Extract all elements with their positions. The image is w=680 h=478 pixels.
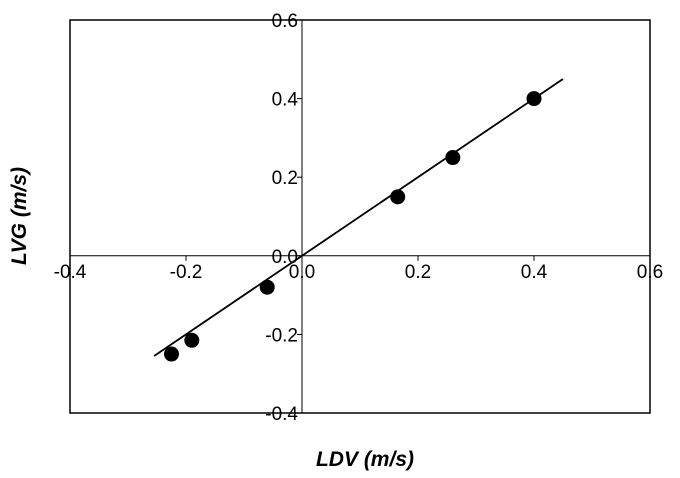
data-point: [164, 346, 179, 362]
data-point: [259, 279, 275, 295]
x-tick-label: 0.4: [521, 262, 548, 283]
x-axis-title: LDV (m/s): [316, 448, 414, 471]
y-tick-label: 0.6: [272, 11, 298, 32]
trend-line: [153, 78, 564, 357]
data-point: [526, 91, 542, 107]
data-point: [390, 189, 406, 205]
trendline-group: [153, 78, 564, 357]
y-tick-label: 0.2: [272, 168, 298, 189]
data-point: [184, 332, 200, 348]
y-axis-title: LVG (m/s): [8, 167, 31, 265]
x-tick-label: 0.6: [637, 262, 663, 283]
plot-frame: [69, 19, 651, 414]
y-tick-label: 0.4: [272, 90, 299, 111]
x-tick-label: -0.2: [170, 262, 203, 283]
y-tick-label: -0.2: [265, 325, 298, 346]
data-point: [445, 150, 461, 166]
x-tick-label: 0.0: [289, 262, 315, 283]
y-axis-ticks: 0.6 0.4 0.2 0.0 -0.2 -0.4: [265, 11, 302, 425]
x-tick-label: 0.2: [405, 262, 431, 283]
x-axis-ticks: -0.4 -0.2 0.0 0.2 0.4 0.6: [54, 255, 663, 283]
data-points: [164, 91, 542, 362]
x-tick-label: -0.4: [54, 262, 87, 283]
y-tick-label: -0.4: [265, 404, 298, 425]
y-tick-label: 0.0: [272, 247, 298, 268]
